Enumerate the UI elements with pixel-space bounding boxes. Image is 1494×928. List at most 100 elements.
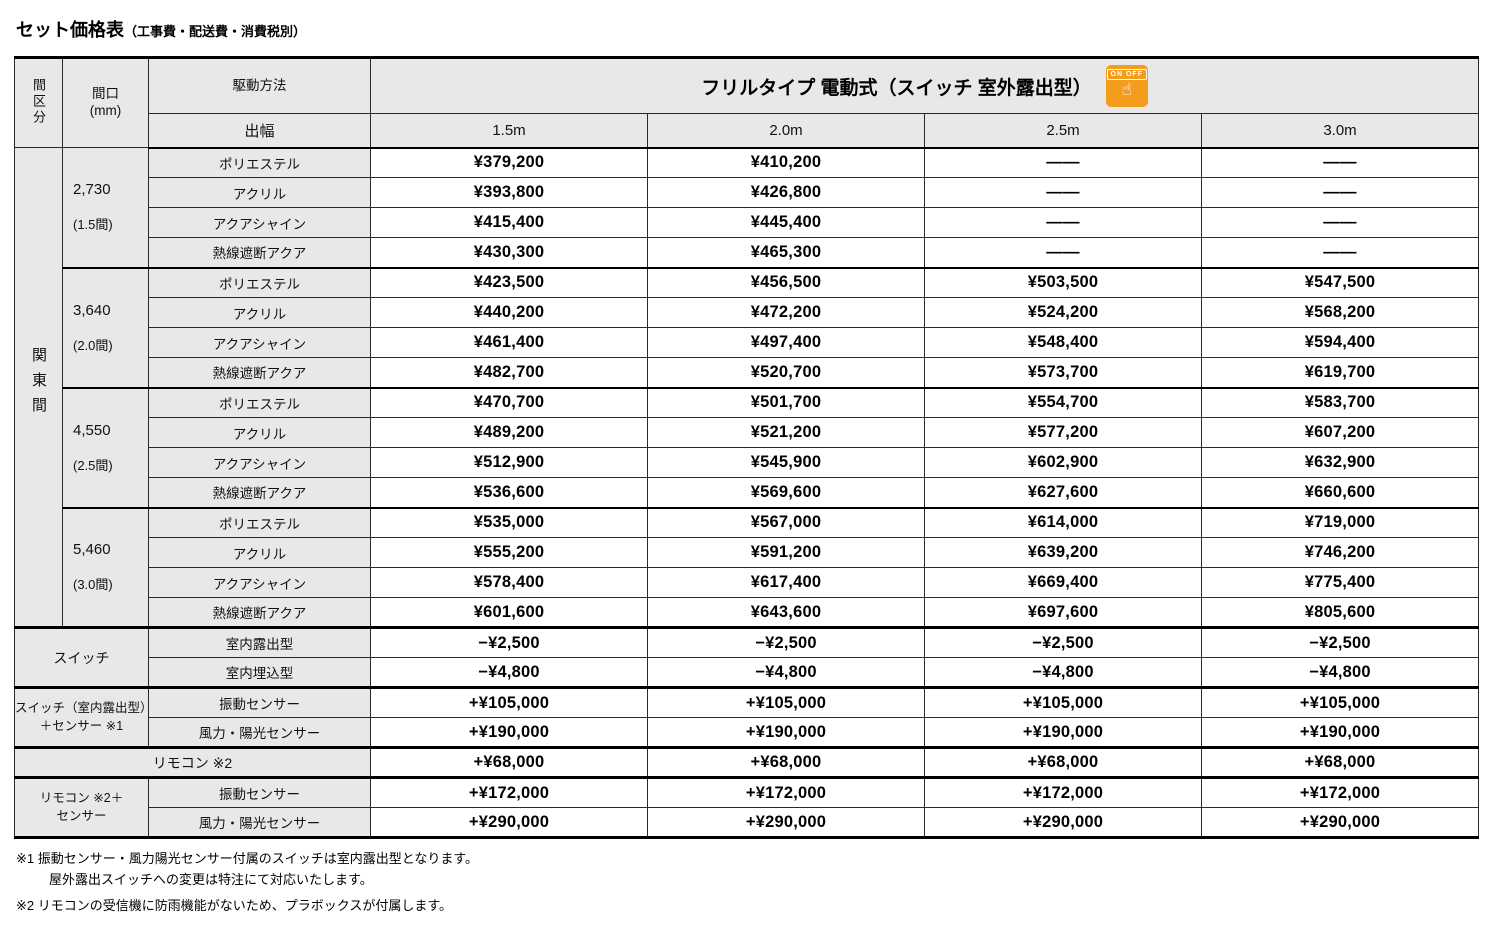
option-label-remote-sensor: リモコン ※2＋ センサー xyxy=(14,776,149,838)
option-item-cell: 振動センサー xyxy=(148,686,371,718)
price-row: 4,550 (2.5間) ポリエステル ¥470,700 ¥501,700 ¥5… xyxy=(15,386,1479,508)
page-title: セット価格表（工事費・配送費・消費税別） xyxy=(16,16,1480,42)
price-cell: ¥555,200 xyxy=(370,537,648,568)
price-cell: +¥68,000 xyxy=(924,746,1202,778)
price-row: 熱線遮断アクア ¥430,300 ¥465,300 ―― ―― xyxy=(15,237,1479,268)
price-cell: ¥775,400 xyxy=(1201,567,1479,598)
price-cell: ¥440,200 xyxy=(370,297,648,328)
price-cell: ¥591,200 xyxy=(647,537,925,568)
price-cell: ¥456,500 xyxy=(647,266,925,298)
width-value: 3,640 xyxy=(73,301,111,319)
header-depth-3-0m: 3.0m xyxy=(1201,113,1479,149)
price-cell: +¥105,000 xyxy=(370,686,648,718)
header-row-1: 間区分 間口 (mm) 駆動方法 フリルタイプ 電動式（スイッチ 室外露出型） … xyxy=(14,57,1479,148)
width-ken: (3.0間) xyxy=(73,577,113,593)
option-row: スイッチ 室内露出型 −¥2,500 −¥2,500 −¥2,500 −¥2,5… xyxy=(14,626,1479,688)
price-cell: ¥547,500 xyxy=(1201,266,1479,298)
price-row: アクリル ¥440,200 ¥472,200 ¥524,200 ¥568,200 xyxy=(15,297,1479,328)
price-cell: ¥573,700 xyxy=(924,357,1202,388)
on-off-label: ON OFF xyxy=(1106,69,1147,81)
price-row: アクアシャイン ¥415,400 ¥445,400 ―― ―― xyxy=(15,207,1479,238)
price-cell: ―― xyxy=(924,207,1202,238)
price-cell: +¥105,000 xyxy=(924,686,1202,718)
price-cell: ―― xyxy=(924,147,1202,178)
footnotes: ※1 振動センサー・風力陽光センサー付属のスイッチは室内露出型となります。 屋外… xyxy=(16,849,1480,916)
width-value: 5,460 xyxy=(73,541,111,559)
material-cell: アクリル xyxy=(148,177,371,208)
price-cell: ¥583,700 xyxy=(1201,386,1479,418)
price-cell: ―― xyxy=(1201,237,1479,268)
option-label-line1: リモコン ※2＋ xyxy=(39,791,124,805)
price-row: 関東間 2,730 (1.5間) ポリエステル ¥379,200 ¥410,20… xyxy=(14,147,1479,628)
price-row: 5,460 (3.0間) ポリエステル ¥535,000 ¥567,000 ¥6… xyxy=(15,506,1479,628)
material-cell: 熱線遮断アクア xyxy=(148,357,371,388)
header-category-label: 間区分 xyxy=(31,77,46,126)
width-value: 4,550 xyxy=(73,421,111,439)
width-value: 2,730 xyxy=(73,181,111,199)
price-cell: ¥614,000 xyxy=(924,506,1202,538)
price-cell: +¥190,000 xyxy=(647,717,925,748)
price-cell: ¥445,400 xyxy=(647,207,925,238)
option-label-line2: センサー xyxy=(56,808,107,823)
price-cell: ―― xyxy=(924,237,1202,268)
price-cell: ¥503,500 xyxy=(924,266,1202,298)
header-depth-2-5m: 2.5m xyxy=(924,113,1202,149)
price-cell: ―― xyxy=(924,177,1202,208)
price-cell: ¥578,400 xyxy=(370,567,648,598)
price-row: アクリル ¥489,200 ¥521,200 ¥577,200 ¥607,200 xyxy=(15,417,1479,448)
price-cell: +¥68,000 xyxy=(1201,746,1479,778)
option-item-cell: 風力・陽光センサー xyxy=(148,807,371,838)
region-label: 関東間 xyxy=(30,347,47,422)
price-row: アクアシャイン ¥461,400 ¥497,400 ¥548,400 ¥594,… xyxy=(15,327,1479,358)
width-cell: 3,640 (2.0間) xyxy=(62,266,149,388)
price-cell: −¥2,500 xyxy=(924,626,1202,658)
option-row: 風力・陽光センサー +¥190,000 +¥190,000 +¥190,000 … xyxy=(15,717,1479,748)
price-cell: ¥617,400 xyxy=(647,567,925,598)
material-cell: 熱線遮断アクア xyxy=(148,477,371,508)
width-ken: (2.5間) xyxy=(73,457,113,473)
header-width-line2: (mm) xyxy=(89,103,122,118)
price-cell: ¥607,200 xyxy=(1201,417,1479,448)
price-table: 間区分 間口 (mm) 駆動方法 フリルタイプ 電動式（スイッチ 室外露出型） … xyxy=(14,56,1479,839)
price-cell: +¥290,000 xyxy=(647,807,925,838)
option-label-remote: リモコン ※2 xyxy=(14,746,371,778)
header-category: 間区分 xyxy=(14,57,63,148)
price-row: アクアシャイン ¥512,900 ¥545,900 ¥602,900 ¥632,… xyxy=(15,447,1479,478)
header-depth: 出幅 xyxy=(148,113,371,149)
material-cell: アクリル xyxy=(148,297,371,328)
price-cell: ¥545,900 xyxy=(647,447,925,478)
price-cell: −¥4,800 xyxy=(647,657,925,688)
material-cell: アクアシャイン xyxy=(148,207,371,238)
header-drive: 駆動方法 xyxy=(148,57,371,114)
title-main: セット価格表 xyxy=(16,20,124,40)
price-cell: ¥577,200 xyxy=(924,417,1202,448)
price-row: アクアシャイン ¥578,400 ¥617,400 ¥669,400 ¥775,… xyxy=(15,567,1479,598)
price-cell: ―― xyxy=(1201,147,1479,178)
price-cell: ¥461,400 xyxy=(370,327,648,358)
price-cell: +¥290,000 xyxy=(1201,807,1479,838)
option-label-switch: スイッチ xyxy=(14,626,149,688)
price-cell: ¥415,400 xyxy=(370,207,648,238)
header-depth-1-5m: 1.5m xyxy=(370,113,648,149)
option-row: 室内埋込型 −¥4,800 −¥4,800 −¥4,800 −¥4,800 xyxy=(15,657,1479,688)
width-ken: (2.0間) xyxy=(73,337,113,353)
price-cell: ¥379,200 xyxy=(370,147,648,178)
material-cell: ポリエステル xyxy=(148,147,371,178)
price-cell: +¥290,000 xyxy=(370,807,648,838)
price-cell: ¥568,200 xyxy=(1201,297,1479,328)
option-item-cell: 室内露出型 xyxy=(148,626,371,658)
product-title: フリルタイプ 電動式（スイッチ 室外露出型） xyxy=(701,77,1092,99)
price-cell: +¥190,000 xyxy=(370,717,648,748)
price-cell: −¥2,500 xyxy=(647,626,925,658)
price-cell: +¥172,000 xyxy=(370,776,648,808)
width-cell: 2,730 (1.5間) xyxy=(62,147,149,268)
header-width-line1: 間口 xyxy=(92,86,119,102)
price-cell: ¥470,700 xyxy=(370,386,648,418)
price-cell: ¥482,700 xyxy=(370,357,648,388)
material-cell: アクアシャイン xyxy=(148,447,371,478)
price-cell: ¥632,900 xyxy=(1201,447,1479,478)
price-cell: ¥627,600 xyxy=(924,477,1202,508)
footnote-2: ※2 リモコンの受信機に防雨機能がないため、プラボックスが付属します。 xyxy=(16,897,453,913)
price-cell: ¥524,200 xyxy=(924,297,1202,328)
option-item-cell: 振動センサー xyxy=(148,776,371,808)
